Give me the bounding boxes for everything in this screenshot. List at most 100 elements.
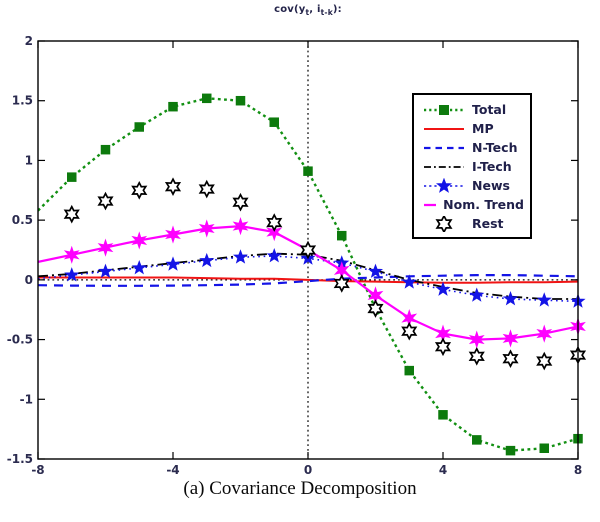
star-marker xyxy=(131,259,147,275)
square-marker xyxy=(404,365,414,376)
legend-label: Total xyxy=(472,102,507,117)
series-total-line xyxy=(38,97,578,452)
hexagram-marker xyxy=(367,299,384,318)
square-marker xyxy=(134,122,144,132)
title-sub-t: t xyxy=(305,8,310,17)
legend-swatch-i-tech xyxy=(424,165,464,168)
square-marker xyxy=(269,117,279,127)
square-marker xyxy=(539,443,549,454)
star-marker xyxy=(401,274,417,289)
y-tick-label: 1.5 xyxy=(12,94,33,108)
square-marker xyxy=(67,172,77,182)
legend-item-news: News xyxy=(414,176,530,195)
series-i-tech-line xyxy=(38,252,578,300)
x-tick-label: 8 xyxy=(574,463,582,477)
star-marker xyxy=(536,292,552,307)
square-marker xyxy=(438,410,448,420)
star-marker xyxy=(232,249,249,264)
square-marker xyxy=(439,104,449,115)
legend-label: I-Tech xyxy=(472,159,512,174)
hexagram-marker xyxy=(232,192,249,212)
y-tick-label: -1.5 xyxy=(7,452,33,466)
legend-swatch-nom-trend xyxy=(424,199,437,210)
hexagram-marker xyxy=(266,213,283,232)
hexagram-marker xyxy=(131,180,148,200)
figure-caption: (a) Covariance Decomposition xyxy=(183,478,417,499)
title-sub-tk: t-k xyxy=(320,8,333,17)
star6-marker xyxy=(97,238,114,257)
y-tick-label: 1 xyxy=(25,153,33,167)
x-tick-label: 4 xyxy=(439,463,447,477)
star-marker xyxy=(435,177,453,193)
star-marker xyxy=(266,248,282,263)
hexagram-marker xyxy=(536,351,553,371)
legend-swatch-n-tech xyxy=(424,146,464,149)
square-marker xyxy=(100,144,111,155)
star6-marker xyxy=(232,217,249,236)
star6-marker xyxy=(536,324,553,343)
hexagram-marker xyxy=(401,321,418,341)
star6-marker xyxy=(131,231,148,250)
legend-label: News xyxy=(472,178,510,193)
hexagram-marker xyxy=(502,349,519,369)
hexagram-marker xyxy=(63,204,80,224)
y-tick-label: -0.5 xyxy=(7,333,33,347)
title-middle: , i xyxy=(309,4,321,15)
y-tick-label: 2 xyxy=(25,34,33,48)
chart-title: cov(yt, it-k): xyxy=(38,4,578,17)
legend-swatch-news xyxy=(424,177,464,193)
y-tick-label: 0.5 xyxy=(12,213,33,227)
legend-swatch-rest xyxy=(435,215,453,232)
legend-item-i-tech: I-Tech xyxy=(414,157,530,176)
legend-label: Nom. Trend xyxy=(443,197,524,212)
y-tick-label: -1 xyxy=(20,392,33,406)
star6-marker xyxy=(165,225,181,244)
series-news-markers xyxy=(64,248,586,308)
legend-label: Rest xyxy=(472,216,504,231)
square-marker xyxy=(505,445,516,456)
star-marker xyxy=(435,281,451,296)
hexagram-marker xyxy=(435,215,453,232)
legend-box: Total MP N-Tech I-Tech News Nom. Trend Rest xyxy=(412,93,532,239)
star6-marker xyxy=(198,219,215,238)
square-marker xyxy=(168,101,178,112)
series-i-tech xyxy=(38,252,578,300)
hexagram-marker xyxy=(164,177,182,197)
x-tick-label: 0 xyxy=(304,463,312,477)
star6-marker xyxy=(63,245,80,264)
legend-item-n-tech: N-Tech xyxy=(414,138,530,157)
legend-item-total: Total xyxy=(414,100,530,119)
title-suffix: ): xyxy=(332,4,342,15)
hexagram-marker xyxy=(468,346,485,366)
star6-marker xyxy=(266,222,283,242)
series-n-tech xyxy=(38,274,578,287)
star6-marker xyxy=(502,329,519,348)
hexagram-marker xyxy=(434,337,452,357)
star-marker xyxy=(199,252,215,268)
hexagram-marker xyxy=(198,179,215,199)
legend-swatch-mp xyxy=(424,127,464,130)
square-marker xyxy=(303,166,313,176)
square-marker xyxy=(472,435,482,445)
y-tick-label: 0 xyxy=(25,273,33,287)
star-marker xyxy=(367,263,384,278)
legend-label: N-Tech xyxy=(472,140,518,155)
star-marker xyxy=(97,263,114,278)
star-marker xyxy=(469,287,485,302)
star-marker xyxy=(502,291,519,306)
legend-label: MP xyxy=(472,121,494,136)
legend-item-rest: Rest xyxy=(414,214,530,233)
square-marker xyxy=(337,230,347,241)
x-tick-label: -4 xyxy=(166,463,179,477)
star-marker xyxy=(64,267,80,282)
legend-item-mp: MP xyxy=(414,119,530,138)
hexagram-marker xyxy=(333,274,350,293)
hexagram-marker xyxy=(299,240,317,260)
square-marker xyxy=(202,93,212,104)
square-marker xyxy=(235,95,246,106)
title-prefix: cov(y xyxy=(274,4,306,15)
series-mp-line xyxy=(38,276,578,284)
star-marker xyxy=(165,256,181,271)
